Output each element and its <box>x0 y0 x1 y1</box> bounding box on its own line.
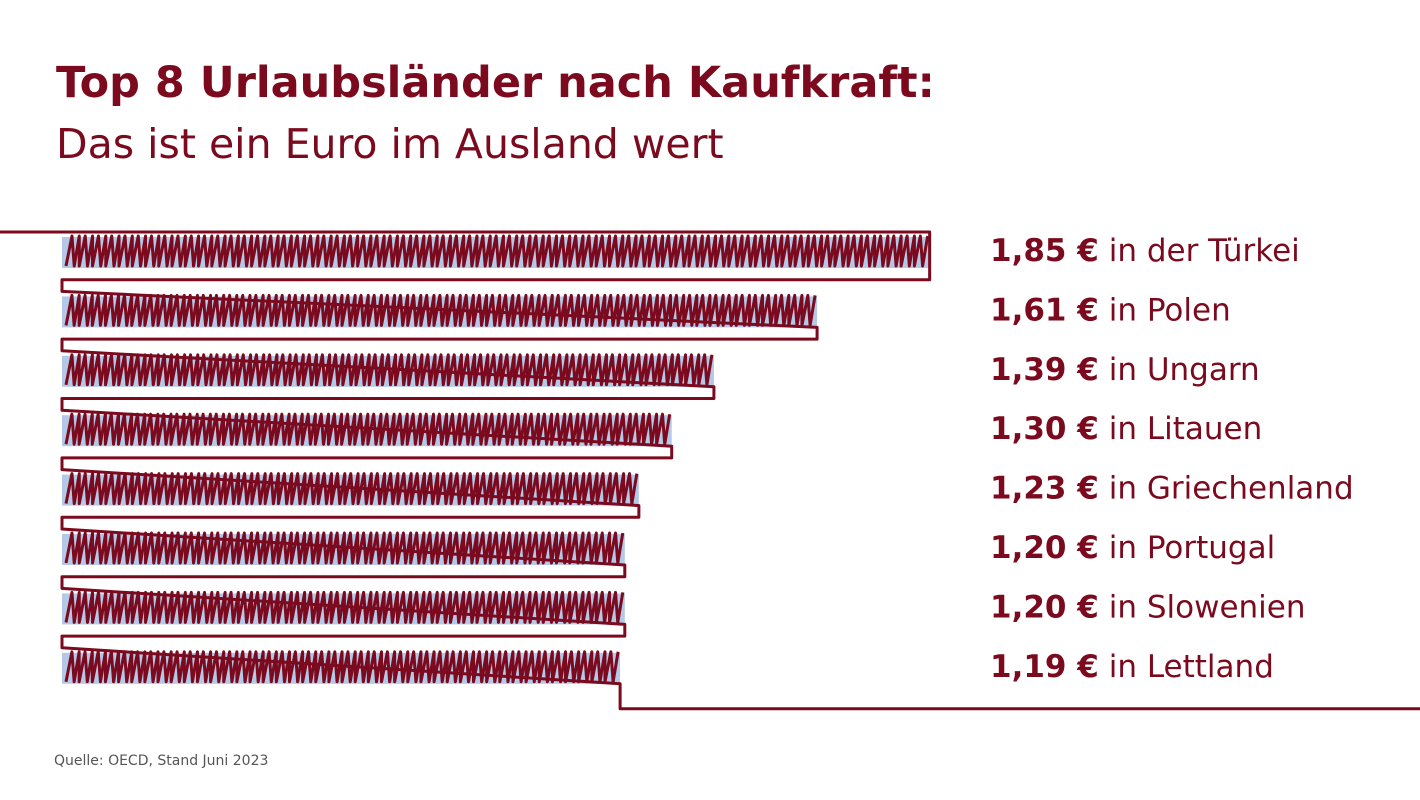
bar-label-3: 1,30 € in Litauen <box>990 411 1262 447</box>
value-label-0: 1,85 € <box>990 233 1099 269</box>
connector-line <box>0 230 1420 711</box>
bar-label-7: 1,19 € in Lettland <box>990 649 1274 685</box>
value-label-3: 1,30 € <box>990 411 1099 447</box>
value-label-1: 1,61 € <box>990 292 1099 328</box>
category-label-0: in der Türkei <box>1099 233 1300 269</box>
category-label-2: in Ungarn <box>1099 352 1260 388</box>
category-label-3: in Litauen <box>1099 411 1262 447</box>
bar-zigzag-0 <box>64 234 930 268</box>
category-label-7: in Lettland <box>1099 649 1274 685</box>
value-label-2: 1,39 € <box>990 352 1099 388</box>
bar-label-5: 1,20 € in Portugal <box>990 530 1275 566</box>
category-label-1: in Polen <box>1099 292 1231 328</box>
source-note: Quelle: OECD, Stand Juni 2023 <box>54 753 269 769</box>
bar-label-6: 1,20 € in Slowenien <box>990 589 1306 625</box>
bar-label-0: 1,85 € in der Türkei <box>990 233 1300 269</box>
value-label-7: 1,19 € <box>990 649 1099 685</box>
value-label-4: 1,23 € <box>990 471 1099 507</box>
chart-title: Top 8 Urlaubsländer nach Kaufkraft: <box>56 58 935 108</box>
chart-subtitle: Das ist ein Euro im Ausland wert <box>56 120 724 168</box>
category-label-5: in Portugal <box>1099 530 1275 566</box>
category-label-6: in Slowenien <box>1099 589 1306 625</box>
value-label-5: 1,20 € <box>990 530 1099 566</box>
value-label-6: 1,20 € <box>990 589 1099 625</box>
bar-label-1: 1,61 € in Polen <box>990 292 1231 328</box>
category-label-4: in Griechenland <box>1099 471 1354 507</box>
bar-label-4: 1,23 € in Griechenland <box>990 471 1354 507</box>
bar-label-2: 1,39 € in Ungarn <box>990 352 1260 388</box>
